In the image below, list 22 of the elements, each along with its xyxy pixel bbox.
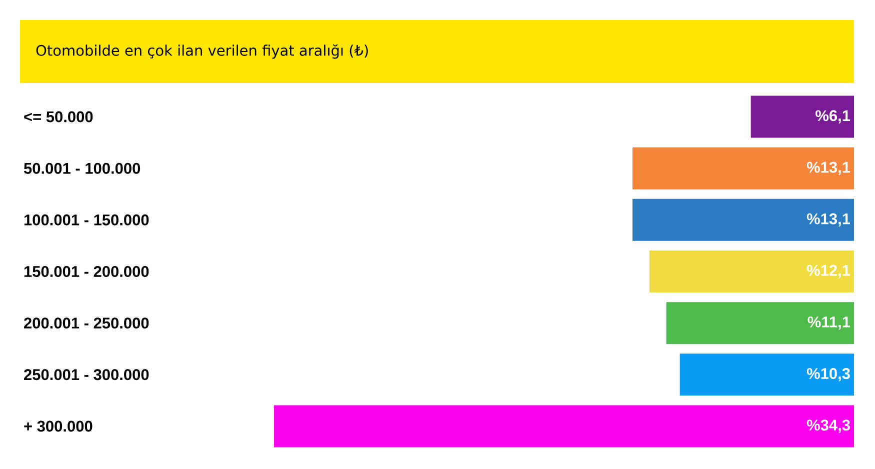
y-tick-label: 50.001 - 100.000 [24,162,140,174]
bar [274,405,854,448]
data-label: %10,3 [806,368,850,382]
y-tick-label: <= 50.000 [24,111,93,122]
data-label: %13,1 [806,162,850,175]
y-tick-label: + 300.000 [24,420,92,432]
bar [750,96,854,138]
data-label: %11,1 [808,316,850,330]
y-tick-label: 250.001 - 300.000 [24,369,149,380]
chart-title: Otomobilde en çok ilan verilen fiyat aralığı (₺) [36,44,368,59]
bar [680,354,854,396]
bar [649,250,854,292]
y-tick-label: 100.001 - 150.000 [24,214,149,226]
y-tick-label: 150.001 - 200.000 [24,266,149,277]
bar [632,198,854,241]
data-label: %12,1 [806,264,850,278]
data-label: %13,1 [806,213,850,227]
data-label: %6,1 [816,110,850,124]
data-label: %34,3 [806,420,850,433]
y-tick-label: 200.001 - 250.000 [24,318,149,329]
bar [632,147,854,190]
bar [666,302,854,344]
